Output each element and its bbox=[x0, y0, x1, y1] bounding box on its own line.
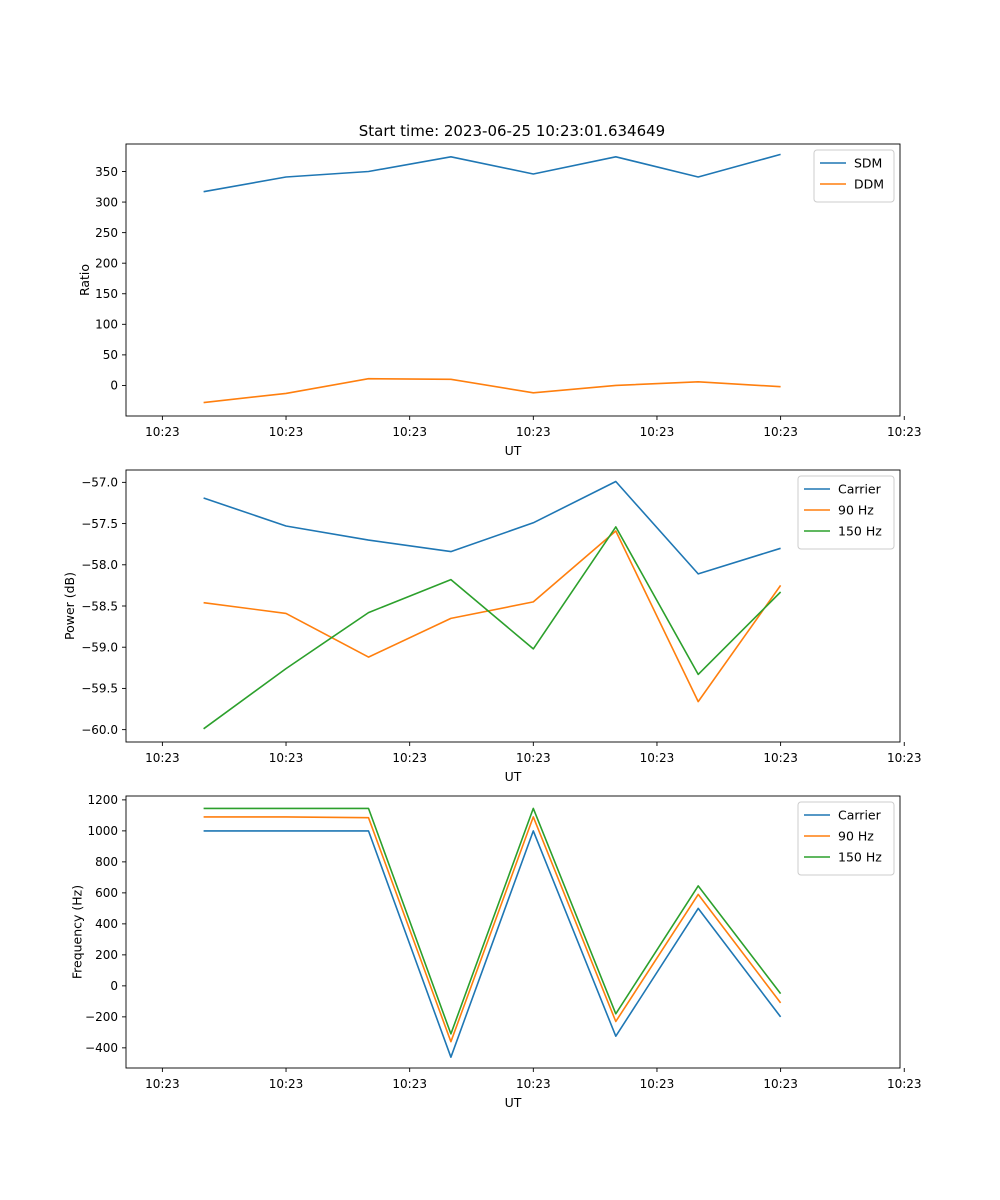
x-axis-label: UT bbox=[505, 769, 522, 784]
y-tick-label: −400 bbox=[85, 1041, 118, 1055]
series-line-90-hz bbox=[203, 530, 782, 703]
y-axis-label: Ratio bbox=[77, 264, 92, 296]
y-tick-label: 0 bbox=[110, 379, 118, 393]
legend: Carrier 90 Hz 150 Hz bbox=[797, 475, 895, 550]
x-tick-label: 10:23 bbox=[516, 751, 551, 765]
y-tick-label: −57.0 bbox=[81, 476, 118, 490]
x-tick-label: 10:23 bbox=[640, 751, 675, 765]
x-tick-label: 10:23 bbox=[269, 1077, 304, 1091]
ratio-panel: 10:2310:2310:2310:2310:2310:2310:2310:24… bbox=[77, 143, 922, 458]
x-axis-label: UT bbox=[505, 443, 522, 458]
x-tick-label: 10:23 bbox=[392, 1077, 427, 1091]
series-line-ddm bbox=[203, 377, 781, 404]
y-tick-label: 1000 bbox=[87, 824, 118, 838]
y-tick-label: 0 bbox=[110, 979, 118, 993]
x-tick-label: 10:23 bbox=[640, 425, 675, 439]
y-tick-label: −200 bbox=[85, 1010, 118, 1024]
x-tick-label: 10:23 bbox=[145, 751, 180, 765]
y-axis-label: Frequency (Hz) bbox=[70, 885, 85, 979]
y-tick-label: 800 bbox=[95, 855, 118, 869]
x-tick-label: 10:23 bbox=[516, 425, 551, 439]
power-panel: 10:2310:2310:2310:2310:2310:2310:2310:24… bbox=[62, 469, 922, 784]
x-tick-label: 10:23 bbox=[392, 751, 427, 765]
x-tick-label: 10:23 bbox=[269, 751, 304, 765]
legend-label: DDM bbox=[854, 177, 884, 192]
x-tick-label: 10:23 bbox=[763, 751, 798, 765]
x-tick-label: 10:23 bbox=[640, 1077, 675, 1091]
y-tick-label: 50 bbox=[103, 348, 118, 362]
x-tick-label: 10:23 bbox=[516, 1077, 551, 1091]
y-tick-label: −59.0 bbox=[81, 641, 118, 655]
legend: Carrier 90 Hz 150 Hz bbox=[797, 801, 895, 876]
y-tick-label: 200 bbox=[95, 948, 118, 962]
x-tick-label: 10:23 bbox=[887, 1077, 922, 1091]
figure-title: Start time: 2023-06-25 10:23:01.634649 bbox=[359, 122, 665, 140]
legend-label: 90 Hz bbox=[838, 503, 874, 518]
x-tick-label: 10:23 bbox=[763, 1077, 798, 1091]
frequency-panel: 10:2310:2310:2310:2310:2310:2310:2310:24… bbox=[70, 793, 922, 1110]
legend-label: 90 Hz bbox=[838, 829, 874, 844]
x-tick-label: 10:23 bbox=[887, 425, 922, 439]
series-line-90-hz bbox=[203, 816, 782, 1043]
legend-label: 150 Hz bbox=[838, 850, 882, 865]
series-line-sdm bbox=[203, 153, 781, 193]
y-tick-label: 300 bbox=[95, 195, 118, 209]
y-tick-label: 400 bbox=[95, 917, 118, 931]
x-tick-label: 10:23 bbox=[145, 425, 180, 439]
y-tick-label: 600 bbox=[95, 886, 118, 900]
legend-label: 150 Hz bbox=[838, 524, 882, 539]
y-tick-label: −58.5 bbox=[81, 599, 118, 613]
series-line-150-hz bbox=[203, 526, 782, 730]
x-tick-label: 10:23 bbox=[887, 751, 922, 765]
y-tick-label: −59.5 bbox=[81, 682, 118, 696]
legend-label: Carrier bbox=[838, 482, 882, 497]
y-tick-label: −58.0 bbox=[81, 558, 118, 572]
y-tick-label: 350 bbox=[95, 165, 118, 179]
axes-frame bbox=[125, 795, 901, 1069]
legend: SDM DDM bbox=[813, 149, 895, 203]
x-axis-label: UT bbox=[505, 1095, 522, 1110]
series-line-carrier bbox=[203, 480, 781, 575]
y-tick-label: −60.0 bbox=[81, 723, 118, 737]
series-line-150-hz bbox=[203, 807, 782, 1035]
x-tick-label: 10:23 bbox=[145, 1077, 180, 1091]
y-tick-label: 100 bbox=[95, 318, 118, 332]
axes-frame bbox=[125, 143, 901, 417]
y-tick-label: 1200 bbox=[87, 793, 118, 807]
y-tick-label: 250 bbox=[95, 226, 118, 240]
series-line-carrier bbox=[203, 830, 782, 1058]
y-tick-label: −57.5 bbox=[81, 517, 118, 531]
y-tick-label: 200 bbox=[95, 256, 118, 270]
x-tick-label: 10:23 bbox=[392, 425, 427, 439]
y-tick-label: 150 bbox=[95, 287, 118, 301]
legend-label: Carrier bbox=[838, 808, 882, 823]
x-tick-label: 10:23 bbox=[269, 425, 304, 439]
x-tick-label: 10:23 bbox=[763, 425, 798, 439]
legend-label: SDM bbox=[854, 156, 882, 171]
y-axis-label: Power (dB) bbox=[62, 572, 77, 640]
